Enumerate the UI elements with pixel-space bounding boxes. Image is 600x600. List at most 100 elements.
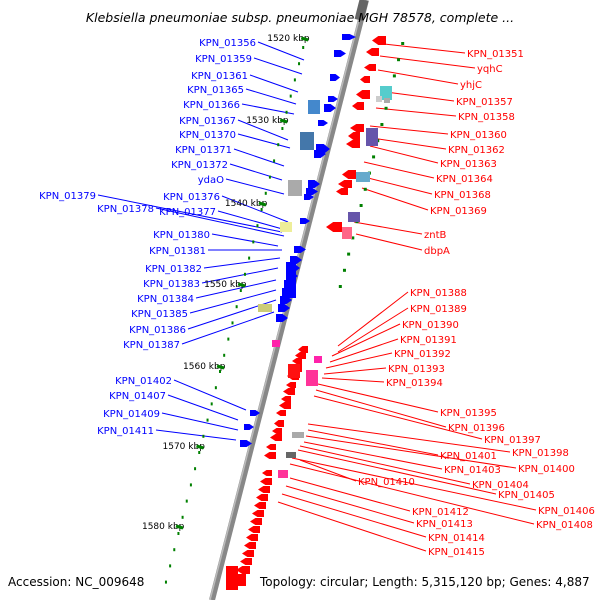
leader-line bbox=[331, 323, 401, 357]
forward-gene-label[interactable]: KPN_01391 bbox=[400, 335, 457, 346]
reverse-gene-label[interactable]: KPN_01372 bbox=[171, 160, 228, 171]
forward-gene-label[interactable]: KPN_01357 bbox=[456, 97, 513, 108]
reverse-gene-arrow bbox=[262, 470, 272, 476]
reverse-gene-label[interactable]: KPN_01383 bbox=[143, 279, 200, 290]
leader-line bbox=[371, 137, 447, 150]
reverse-gene-label[interactable]: KPN_01411 bbox=[97, 426, 154, 437]
reverse-gene-arrow bbox=[372, 36, 386, 45]
reverse-gene-arrow bbox=[240, 558, 252, 565]
reverse-gene-label[interactable]: KPN_01407 bbox=[109, 391, 166, 402]
reverse-gene-label[interactable]: KPN_01370 bbox=[179, 130, 236, 141]
scale-minor-tick bbox=[235, 305, 238, 309]
scale-minor-tick bbox=[342, 268, 346, 272]
forward-gene-label[interactable]: KPN_01351 bbox=[467, 49, 524, 60]
reverse-gene-label[interactable]: KPN_01382 bbox=[145, 264, 202, 275]
forward-gene-arrow bbox=[342, 34, 356, 40]
scale-minor-tick bbox=[298, 62, 301, 66]
forward-gene-label[interactable]: KPN_01389 bbox=[410, 304, 467, 315]
forward-gene-label[interactable]: KPN_01388 bbox=[410, 288, 467, 299]
forward-gene-arrow bbox=[330, 74, 340, 81]
reverse-gene-label[interactable]: KPN_01371 bbox=[175, 145, 232, 156]
scale-minor-tick bbox=[223, 353, 226, 357]
forward-gene-label[interactable]: KPN_01412 bbox=[412, 507, 469, 518]
leader-line bbox=[217, 210, 287, 231]
scale-minor-tick bbox=[372, 155, 376, 159]
leader-line bbox=[363, 161, 435, 179]
reverse-gene-label[interactable]: KPN_01367 bbox=[179, 116, 236, 127]
forward-gene-label[interactable]: KPN_01394 bbox=[386, 378, 443, 389]
leader-line bbox=[285, 485, 415, 524]
forward-gene-label[interactable]: dbpA bbox=[424, 246, 450, 257]
forward-gene-label[interactable]: KPN_01363 bbox=[440, 159, 497, 170]
forward-gene-label[interactable]: KPN_01360 bbox=[450, 130, 507, 141]
reverse-gene-label[interactable]: KPN_01356 bbox=[199, 38, 256, 49]
forward-gene-label[interactable]: KPN_01404 bbox=[472, 480, 529, 491]
reverse-gene-label[interactable]: KPN_01380 bbox=[153, 230, 210, 241]
forward-gene-label[interactable]: KPN_01398 bbox=[512, 448, 569, 459]
leader-line bbox=[201, 267, 279, 284]
forward-gene-arrow bbox=[250, 410, 260, 416]
forward-gene-label[interactable]: KPN_01414 bbox=[428, 533, 485, 544]
forward-gene-arrow bbox=[308, 180, 320, 188]
reverse-gene-label[interactable]: KPN_01409 bbox=[103, 409, 160, 420]
forward-gene-label[interactable]: yhjC bbox=[460, 80, 482, 91]
reverse-gene-label[interactable]: KPN_01387 bbox=[123, 340, 180, 351]
scale-minor-tick bbox=[219, 370, 222, 373]
gene-feature-box bbox=[258, 304, 272, 312]
scale-minor-tick bbox=[359, 204, 363, 207]
reverse-gene-label[interactable]: KPN_01378 bbox=[97, 204, 154, 215]
reverse-gene-label[interactable]: KPN_01381 bbox=[149, 246, 206, 257]
scale-label: 1550 kbp bbox=[204, 280, 247, 290]
forward-gene-label[interactable]: KPN_01395 bbox=[440, 408, 497, 419]
reverse-gene-label[interactable]: KPN_01376 bbox=[163, 192, 220, 203]
forward-gene-label[interactable]: KPN_01396 bbox=[448, 423, 505, 434]
reverse-gene-label[interactable]: KPN_01366 bbox=[183, 100, 240, 111]
forward-gene-label[interactable]: KPN_01397 bbox=[484, 435, 541, 446]
reverse-gene-label[interactable]: KPN_01361 bbox=[191, 71, 248, 82]
leader-line bbox=[337, 291, 409, 347]
reverse-gene-arrow bbox=[252, 510, 264, 517]
reverse-gene-label[interactable]: KPN_01402 bbox=[115, 376, 172, 387]
reverse-gene-label[interactable]: KPN_01365 bbox=[187, 85, 244, 96]
reverse-gene-label[interactable]: KPN_01379 bbox=[39, 191, 96, 202]
forward-gene-label[interactable]: KPN_01410 bbox=[358, 477, 415, 488]
reverse-gene-arrow bbox=[246, 534, 258, 541]
reverse-gene-label[interactable]: ydaO bbox=[198, 175, 224, 186]
forward-gene-label[interactable]: KPN_01403 bbox=[444, 465, 501, 476]
reverse-gene-label[interactable]: KPN_01386 bbox=[129, 325, 186, 336]
reverse-gene-label[interactable]: KPN_01359 bbox=[195, 54, 252, 65]
leader-line bbox=[321, 377, 385, 383]
forward-gene-label[interactable]: zntB bbox=[424, 230, 447, 241]
reverse-gene-label[interactable]: KPN_01384 bbox=[137, 294, 194, 305]
forward-gene-label[interactable]: KPN_01392 bbox=[394, 349, 451, 360]
forward-gene-label[interactable]: KPN_01368 bbox=[434, 190, 491, 201]
reverse-gene-arrow bbox=[244, 542, 256, 549]
gene-feature-box bbox=[376, 96, 382, 102]
forward-gene-label[interactable]: KPN_01408 bbox=[536, 520, 593, 531]
leader-line bbox=[323, 367, 387, 375]
scale-minor-tick bbox=[189, 483, 192, 487]
scale-ticks: 1520 kbp 1530 kbp 1540 kbp 1550 kbp 1560 kbp… bbox=[142, 34, 405, 584]
reverse-gene-arrow bbox=[279, 402, 291, 409]
forward-gene-label[interactable]: KPN_01401 bbox=[440, 451, 497, 462]
forward-gene-label[interactable]: KPN_01405 bbox=[498, 490, 555, 501]
forward-gene-label[interactable]: KPN_01364 bbox=[436, 174, 493, 185]
reverse-gene-arrow bbox=[236, 566, 250, 574]
forward-gene-label[interactable]: KPN_01406 bbox=[538, 506, 595, 517]
forward-gene-label[interactable]: KPN_01413 bbox=[416, 519, 473, 530]
scale-minor-tick bbox=[169, 564, 172, 568]
forward-gene-label[interactable]: KPN_01362 bbox=[448, 145, 505, 156]
forward-gene-label[interactable]: KPN_01369 bbox=[430, 206, 487, 217]
leader-line bbox=[277, 501, 427, 552]
forward-gene-label[interactable]: KPN_01358 bbox=[458, 112, 515, 123]
forward-gene-label[interactable]: yqhC bbox=[477, 64, 503, 75]
leader-line bbox=[229, 163, 283, 181]
forward-gene-label[interactable]: KPN_01390 bbox=[402, 320, 459, 331]
forward-gene-label[interactable]: KPN_01400 bbox=[518, 464, 575, 475]
forward-gene-label[interactable]: KPN_01393 bbox=[388, 364, 445, 375]
leader-line bbox=[221, 195, 289, 223]
forward-gene-label[interactable]: KPN_01415 bbox=[428, 547, 485, 558]
leader-line bbox=[303, 441, 443, 470]
reverse-gene-label[interactable]: KPN_01377 bbox=[159, 207, 216, 218]
reverse-gene-label[interactable]: KPN_01385 bbox=[131, 309, 188, 320]
